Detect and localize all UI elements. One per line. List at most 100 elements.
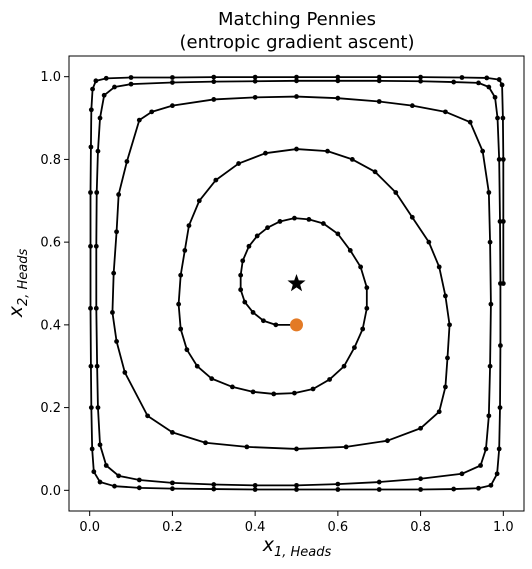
- trajectory-point: [88, 305, 93, 311]
- trajectory-point: [347, 248, 353, 253]
- trajectory-point: [211, 482, 217, 487]
- trajectory-point: [88, 405, 94, 410]
- trajectory-point: [476, 80, 481, 86]
- trajectory-point: [451, 486, 457, 492]
- trajectory-point: [436, 409, 442, 415]
- trajectory-point: [443, 109, 448, 115]
- x-tick-label: 0.0: [79, 520, 100, 535]
- trajectory-point: [294, 78, 299, 84]
- trajectory-point: [149, 109, 155, 115]
- trajectory-point: [95, 405, 101, 410]
- trajectory-line: [89, 76, 505, 491]
- y-axis-label-subscript: 2, Heads: [16, 249, 31, 307]
- trajectory-point: [240, 258, 246, 264]
- trajectory-point: [170, 80, 175, 85]
- trajectory-point: [211, 74, 217, 80]
- trajectory-point: [93, 305, 99, 311]
- trajectory-point: [376, 479, 382, 485]
- trajectory-point: [459, 471, 465, 477]
- trajectory-point: [88, 144, 94, 150]
- trajectory-point: [254, 233, 260, 239]
- y-tick-label: 0.6: [40, 236, 61, 251]
- trajectory-point: [186, 223, 192, 228]
- trajectory-point: [426, 239, 432, 245]
- trajectory-point: [418, 476, 423, 482]
- trajectory-point: [306, 216, 312, 222]
- x-tick-label: 0.8: [410, 520, 431, 535]
- trajectory-point: [97, 115, 103, 121]
- trajectory-point: [327, 377, 332, 382]
- trajectory-point: [209, 376, 215, 382]
- trajectory-point: [203, 440, 208, 446]
- trajectory-point: [88, 243, 93, 249]
- trajectory-point: [393, 190, 399, 195]
- trajectory-point: [500, 281, 506, 286]
- trajectory-point: [496, 157, 502, 162]
- x-axis-label-subscript: 1, Heads: [274, 545, 332, 560]
- trajectory-point: [486, 190, 492, 195]
- trajectory-point: [112, 483, 117, 489]
- trajectory-point: [194, 363, 200, 369]
- trajectory-point: [335, 481, 341, 487]
- trajectory-point: [443, 293, 448, 299]
- trajectory-point: [476, 485, 481, 491]
- trajectory-point: [178, 272, 184, 278]
- trajectory-point: [236, 161, 241, 166]
- trajectory-point: [238, 287, 244, 293]
- x-axis-label: x1, Heads: [262, 534, 332, 560]
- trajectory-point: [273, 322, 279, 328]
- trajectory-point: [252, 487, 258, 492]
- trajectory-point: [487, 363, 493, 369]
- trajectory-point: [145, 413, 150, 419]
- trajectory-point: [294, 482, 299, 488]
- trajectory-point: [97, 479, 103, 485]
- trajectory-point: [358, 264, 364, 270]
- trajectory-point: [263, 150, 268, 156]
- trajectory-point: [170, 103, 175, 109]
- trajectory-point: [213, 177, 219, 183]
- trajectory-point: [170, 486, 175, 492]
- trajectory-point: [95, 148, 101, 154]
- trajectory-point: [436, 264, 442, 270]
- trajectory-point: [196, 198, 202, 204]
- trajectory-point: [116, 192, 122, 197]
- x-tick-label: 0.2: [162, 520, 183, 535]
- trajectory-point: [103, 463, 109, 468]
- trajectory-point: [250, 389, 256, 395]
- y-axis-label: x2, Heads: [5, 249, 31, 319]
- trajectory-point: [325, 148, 330, 154]
- trajectory-point: [486, 84, 492, 90]
- trajectory-point: [488, 301, 494, 307]
- trajectory-point: [176, 301, 182, 307]
- trajectory-point: [360, 326, 366, 332]
- start-point: [290, 318, 303, 332]
- trajectory-point: [88, 363, 94, 369]
- trajectory-point: [376, 99, 382, 104]
- trajectory-point: [114, 339, 119, 344]
- trajectory-point: [211, 97, 217, 102]
- trajectory-point: [90, 86, 95, 92]
- trajectory-point: [418, 487, 423, 492]
- trajectory-point: [418, 74, 423, 80]
- trajectory-point: [335, 231, 341, 237]
- trajectory-point: [114, 229, 119, 235]
- trajectory-point: [294, 94, 299, 99]
- trajectory-point: [409, 214, 415, 220]
- trajectory-point: [343, 444, 349, 450]
- trajectory-point: [499, 82, 505, 88]
- trajectory-point: [124, 159, 130, 164]
- trajectory-point: [122, 370, 128, 375]
- trajectory-point: [170, 75, 175, 80]
- trajectory-point: [128, 81, 134, 87]
- data-layer: [88, 74, 506, 492]
- trajectory-point: [277, 219, 283, 224]
- x-tick-label: 1.0: [493, 520, 514, 535]
- trajectory-point: [211, 486, 217, 492]
- y-tick-label: 0.0: [40, 484, 61, 499]
- trajectory-point: [292, 215, 297, 221]
- trajectory-point: [252, 94, 258, 100]
- trajectory-point: [265, 225, 270, 231]
- trajectory-point: [349, 157, 355, 162]
- trajectory-point: [447, 322, 452, 328]
- trajectory-point: [497, 219, 503, 224]
